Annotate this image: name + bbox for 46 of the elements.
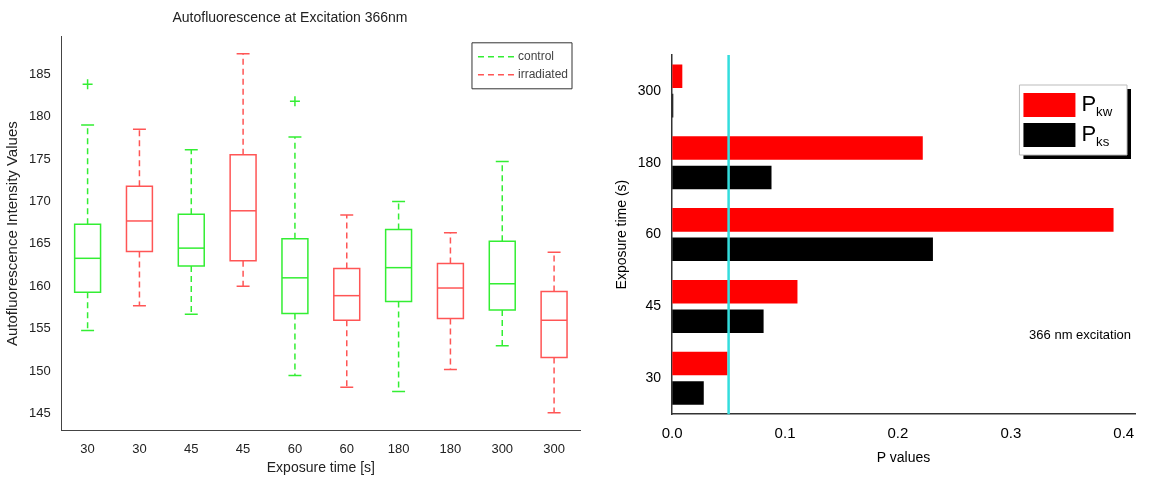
x-tick-label: 0.1 xyxy=(774,424,796,442)
y-tick-label: 60 xyxy=(645,225,662,242)
bar xyxy=(672,237,933,262)
x-tick-label: 45 xyxy=(184,440,199,456)
y-tick-label: 300 xyxy=(637,81,662,98)
y-axis-title: Autofluorescence Intensity Values xyxy=(3,121,21,347)
y-tick-label: 160 xyxy=(28,277,51,293)
x-tick-label: 180 xyxy=(439,440,462,456)
y-tick-label: 45 xyxy=(645,297,662,314)
y-tick-label: 155 xyxy=(28,320,51,336)
x-tick-label: 45 xyxy=(235,440,251,456)
bar xyxy=(672,309,764,333)
x-tick-label: 0.0 xyxy=(661,424,683,442)
y-tick-label: 150 xyxy=(28,362,51,378)
annotation: 366 nm excitation xyxy=(1029,326,1132,342)
x-axis-title: P values xyxy=(876,449,931,466)
y-tick-label: 165 xyxy=(28,235,51,251)
chart-title: Autofluorescence at Excitation 366nm xyxy=(172,9,408,26)
y-tick-label: 185 xyxy=(28,65,51,81)
bar xyxy=(672,64,683,88)
x-tick-label: 30 xyxy=(80,440,95,456)
bar xyxy=(672,208,1114,232)
x-tick-label: 60 xyxy=(287,440,303,456)
x-tick-label: 300 xyxy=(543,440,565,456)
bar xyxy=(672,165,772,190)
x-tick-label: 300 xyxy=(491,440,514,456)
y-tick-label: 180 xyxy=(637,153,662,170)
bar xyxy=(672,136,923,160)
y-tick-label: 180 xyxy=(28,108,51,124)
y-tick-label: 170 xyxy=(28,193,51,209)
x-tick-label: 0.3 xyxy=(1000,424,1022,442)
legend-label: control xyxy=(517,49,554,64)
x-tick-label: 60 xyxy=(339,440,354,456)
x-tick-label: 0.2 xyxy=(887,424,909,442)
legend-label: irradiated xyxy=(517,67,568,82)
bar xyxy=(672,381,704,405)
x-tick-label: 30 xyxy=(132,440,147,456)
y-axis-title: Exposure time (s) xyxy=(613,179,630,290)
x-tick-label: 0.4 xyxy=(1113,424,1135,442)
x-tick-label: 180 xyxy=(387,440,410,456)
bar xyxy=(672,351,728,376)
y-tick-label: 145 xyxy=(28,405,51,421)
x-axis-title: Exposure time [s] xyxy=(266,459,375,476)
bar xyxy=(672,279,798,304)
y-tick-label: 175 xyxy=(28,150,51,166)
y-tick-label: 30 xyxy=(645,369,662,386)
